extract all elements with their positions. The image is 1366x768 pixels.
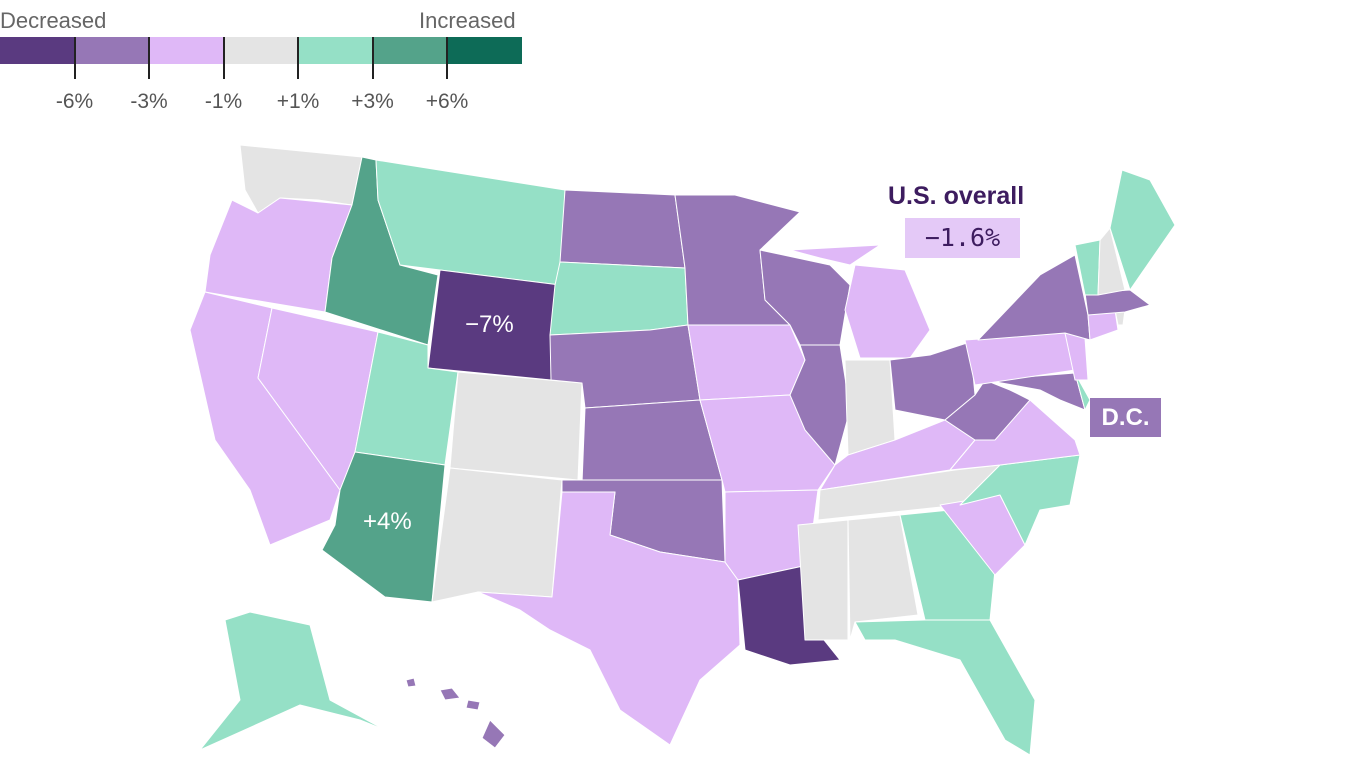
state-md (984, 372, 1086, 411)
state-sd (549, 261, 689, 336)
legend-tick (222, 37, 225, 79)
legend-tick-label: +3% (351, 90, 394, 113)
legend-color-bar (0, 37, 522, 64)
state-ks (581, 399, 723, 484)
state-in (844, 359, 896, 456)
legend-swatch (298, 37, 373, 64)
legend-tick (297, 37, 299, 79)
state-ms (797, 519, 849, 641)
state-ia (687, 324, 806, 401)
legend-tick-label: -1% (204, 90, 243, 113)
state-ga (899, 509, 996, 621)
state-il (789, 344, 851, 466)
legend-tick (148, 37, 150, 79)
us-overall-title: U.S. overall (888, 182, 1025, 210)
state-tx (477, 491, 741, 746)
state-al (847, 514, 919, 641)
legend-swatch (149, 37, 224, 64)
legend-tick (371, 37, 374, 79)
state-hi (405, 677, 417, 688)
legend-tick-label: -6% (55, 90, 94, 113)
state-mi (789, 244, 881, 266)
legend-swatch (74, 37, 149, 64)
state-nh (1097, 227, 1126, 296)
legend-tick-label: +1% (276, 90, 320, 113)
legend-tick-label: -3% (130, 90, 168, 113)
wyoming-value-label: −7% (465, 311, 514, 338)
dc-label: D.C. (1090, 398, 1161, 437)
state-hi (481, 719, 506, 749)
state-fl (854, 619, 1036, 756)
us-overall-value: −1.6% (905, 218, 1020, 258)
state-ak (199, 611, 386, 751)
legend-swatch (223, 37, 298, 64)
state-me (1109, 169, 1176, 291)
legend-swatch (372, 37, 447, 64)
legend-swatch (0, 37, 75, 64)
state-hi (465, 699, 481, 711)
arizona-value-label: +4% (363, 508, 412, 535)
state-mi (844, 264, 931, 359)
legend-increased-label: Increased (419, 8, 516, 33)
legend-tick-label: +6% (425, 90, 469, 113)
state-nm (431, 467, 563, 603)
state-wv (944, 379, 1031, 441)
legend-swatch (447, 37, 522, 64)
legend-tick (446, 37, 448, 79)
state-ny (977, 254, 1091, 341)
legend-decreased-label: Decreased (0, 8, 107, 33)
state-de (1074, 372, 1091, 411)
state-az (321, 451, 446, 603)
legend-tick (73, 37, 76, 79)
state-nd (559, 189, 686, 269)
state-hi (439, 687, 461, 701)
state-co (449, 371, 583, 481)
